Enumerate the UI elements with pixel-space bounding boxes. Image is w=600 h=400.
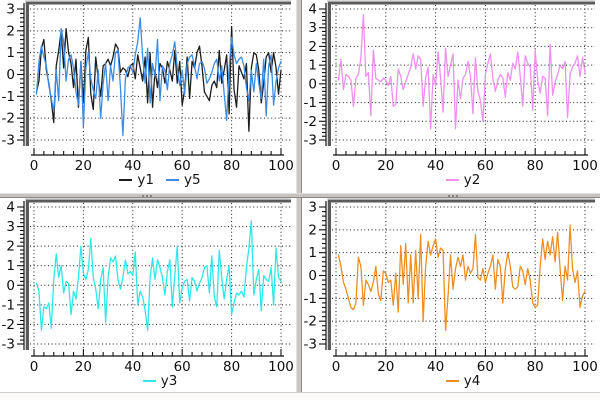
y-tick-label: -2	[304, 114, 317, 130]
y-tick-label: -1	[2, 297, 15, 313]
x-tick-label: 100	[572, 359, 598, 375]
x-tick-label: 0	[30, 359, 39, 375]
x-tick-label: 0	[30, 158, 39, 174]
x-tick-label: 20	[75, 359, 92, 375]
series-line-y2	[337, 13, 586, 130]
y-tick-label: 3	[308, 200, 317, 216]
y-tick-label: -3	[304, 337, 317, 353]
x-tick-label: 20	[75, 158, 92, 174]
x-tick-label: 60	[174, 359, 191, 375]
legend-top-right: y2	[330, 172, 596, 188]
y-tick-label: 1	[6, 258, 15, 274]
y-tick-label: 1	[308, 245, 317, 261]
legend-dash-icon	[166, 179, 179, 181]
splitter-handle-icon[interactable]	[142, 194, 152, 197]
x-tick-label: 0	[332, 359, 341, 375]
pane-splitter-horizontal[interactable]	[0, 193, 600, 198]
y-tick-label: -3	[304, 133, 317, 149]
legend-dash-icon	[445, 380, 459, 382]
plot-canvas-top-left: 3 2 1 0 -1 -2 -3 0 20 40 60 80 100	[2, 0, 294, 174]
x-tick-label: 100	[268, 359, 294, 375]
y-tick-label: -1	[304, 291, 317, 307]
legend-item-y2: y2	[445, 172, 481, 188]
y-tick-label: -2	[2, 111, 15, 127]
x-tick-label: 80	[223, 359, 240, 375]
y-tick-label: 3	[6, 219, 15, 235]
y-tick-label: -1	[2, 89, 15, 105]
y-tick-label: 2	[6, 23, 15, 39]
legend-item-y4: y4	[445, 373, 481, 389]
x-tick-label: 80	[527, 359, 544, 375]
x-tick-label: 40	[427, 359, 444, 375]
x-tick-label: 20	[377, 359, 394, 375]
y-tick-label: -3	[2, 337, 15, 353]
series-line-y3	[35, 220, 282, 331]
y-tick-label: 1	[6, 45, 15, 61]
legend-top-left: y1 y5	[28, 172, 292, 188]
legend-dash-icon	[445, 179, 459, 181]
legend-item-y1: y1	[119, 172, 154, 188]
y-tick-label: 3	[308, 20, 317, 36]
y-tick-label: -2	[2, 317, 15, 333]
x-tick-label: 40	[124, 359, 141, 375]
panel-top-right: 4 3 2 1 0 -1 -2 -3 0 20 40 60 80 100 y2	[302, 0, 600, 193]
panel-bottom-right: 3 2 1 0 -1 -2 -3 0 20 40 60 80 100 y4	[302, 198, 600, 392]
x-tick-label: 60	[477, 359, 494, 375]
x-tick-label: 80	[223, 158, 240, 174]
y-tick-label: 0	[6, 278, 15, 294]
legend-label: y1	[137, 172, 154, 188]
y-tick-label: 2	[308, 222, 317, 238]
x-tick-label: 60	[174, 158, 191, 174]
y-tick-label: 0	[6, 67, 15, 83]
x-tick-label: 80	[527, 158, 544, 174]
x-tick-label: 60	[477, 158, 494, 174]
splitter-handle-icon[interactable]	[448, 194, 458, 197]
panel-top-left: 3 2 1 0 -1 -2 -3 0 20 40 60 80 100 y1 y5	[0, 0, 296, 193]
plot-canvas-top-right: 4 3 2 1 0 -1 -2 -3 0 20 40 60 80 100	[304, 0, 598, 174]
plot-canvas-bottom-left: 4 3 2 1 0 -1 -2 -3 0 20 40 60 80 100	[2, 198, 294, 375]
y-tick-label: 3	[6, 2, 15, 18]
x-tick-label: 100	[268, 158, 294, 174]
legend-bottom-left: y3	[28, 373, 292, 389]
x-tick-label: 0	[332, 158, 341, 174]
y-tick-label: -1	[304, 95, 317, 111]
y-tick-label: 1	[308, 58, 317, 74]
legend-dash-icon	[142, 380, 156, 382]
legend-dash-icon	[119, 179, 133, 181]
legend-item-y5: y5	[166, 172, 201, 188]
panel-bottom-left: 4 3 2 1 0 -1 -2 -3 0 20 40 60 80 100 y3	[0, 198, 296, 392]
plot-canvas-bottom-right: 3 2 1 0 -1 -2 -3 0 20 40 60 80 100	[304, 198, 598, 375]
x-tick-label: 20	[377, 158, 394, 174]
legend-label: y4	[463, 373, 481, 389]
y-tick-label: 4	[6, 200, 15, 216]
legend-bottom-right: y4	[330, 373, 596, 389]
y-tick-label: 0	[308, 76, 317, 92]
x-tick-label: 40	[124, 158, 141, 174]
x-tick-label: 100	[572, 158, 598, 174]
legend-label: y2	[463, 172, 481, 188]
y-tick-label: 2	[308, 39, 317, 55]
series-line-y4	[337, 224, 586, 331]
y-tick-label: 2	[6, 239, 15, 255]
x-tick-label: 40	[427, 158, 444, 174]
series-line-y5	[35, 17, 282, 137]
y-tick-label: 4	[308, 2, 317, 18]
legend-label: y5	[184, 172, 201, 188]
y-tick-label: -3	[2, 133, 15, 149]
legend-item-y3: y3	[142, 373, 178, 389]
y-tick-label: -2	[304, 314, 317, 330]
workspace-bottom-edge	[0, 392, 600, 400]
y-tick-label: 0	[308, 268, 317, 284]
legend-label: y3	[160, 373, 178, 389]
